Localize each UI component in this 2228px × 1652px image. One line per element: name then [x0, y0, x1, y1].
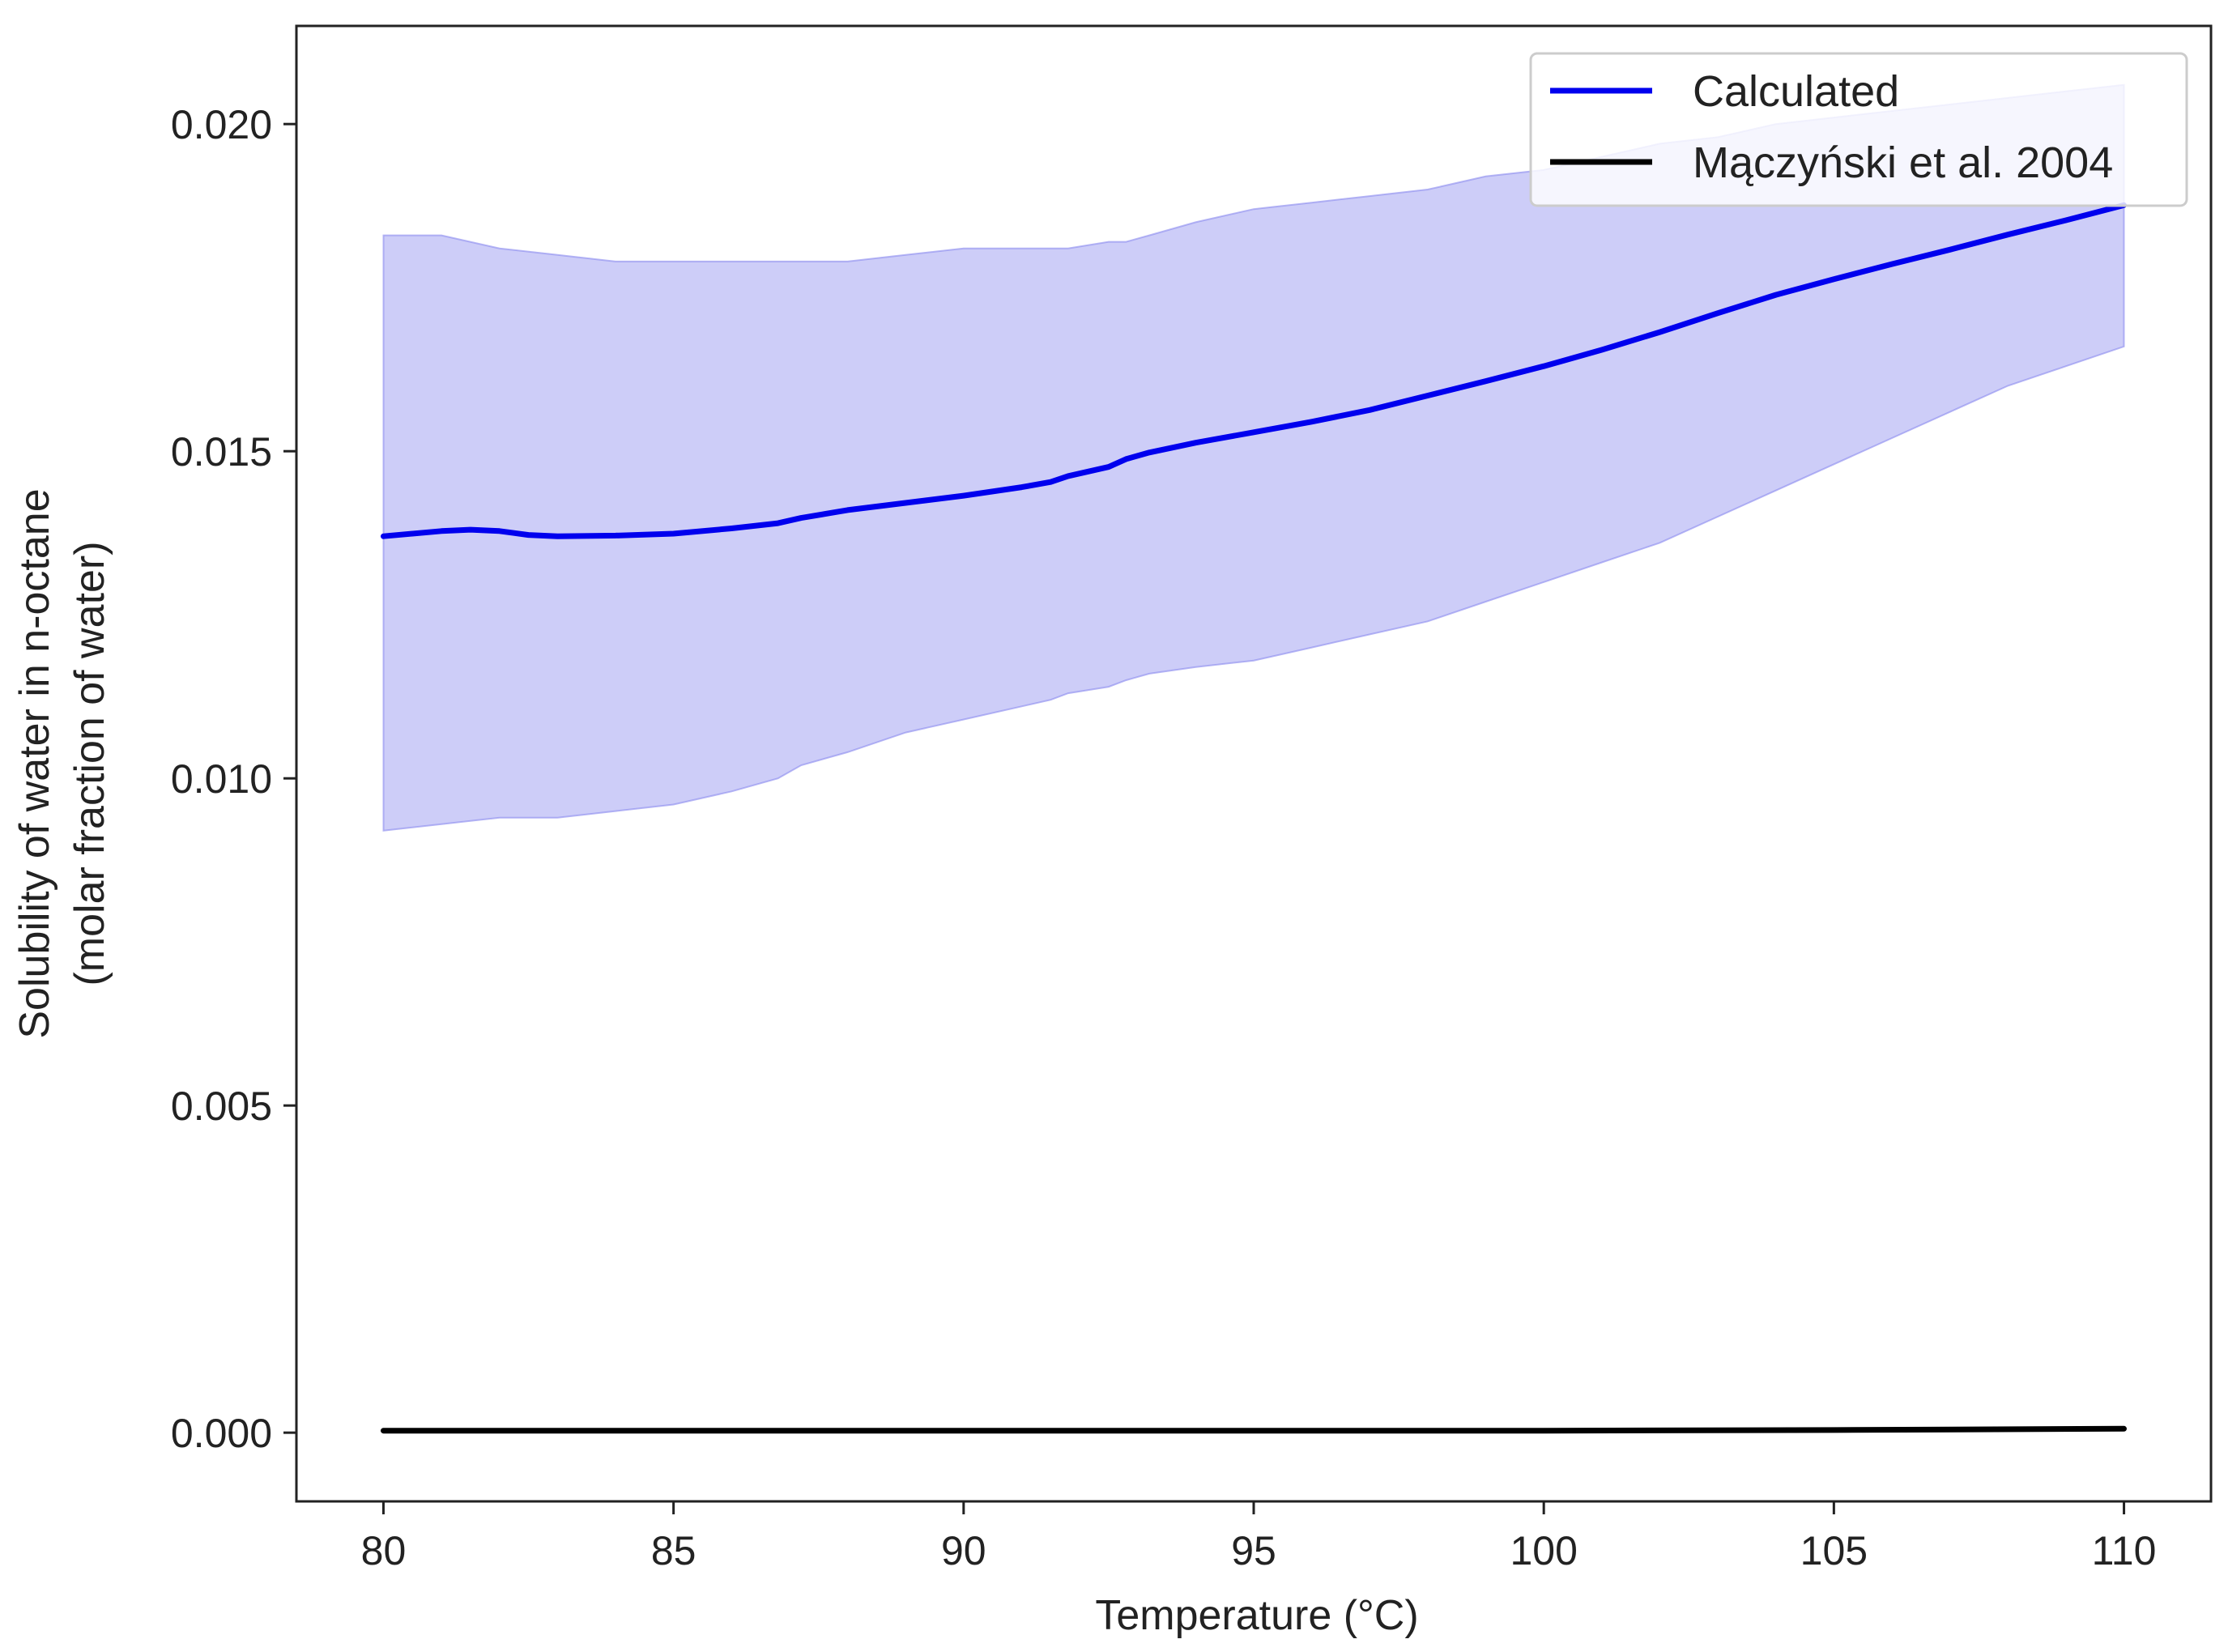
- axes: 80 85 90 95 100 105 110 0.000 0.005 0.010 0.015 0.0…: [11, 24, 2213, 1639]
- legend: Calculated Mączyński et al. 2004: [1529, 52, 2188, 207]
- series-line-maczynski: [381, 1425, 2127, 1434]
- uncertainty-band: [382, 83, 2125, 832]
- legend-box: [1529, 52, 2188, 207]
- x-tick-label: 95: [1231, 1528, 1276, 1573]
- x-tick-label: 110: [2092, 1528, 2157, 1573]
- x-tick-label: 105: [1800, 1528, 1868, 1573]
- x-tick-label: 100: [1510, 1528, 1577, 1573]
- y-tick-label: 0.020: [171, 102, 272, 147]
- series-line-calculated: [381, 202, 2127, 539]
- x-tick-label: 85: [651, 1528, 697, 1573]
- legend-label-calculated: Calculated: [1693, 67, 1899, 116]
- x-axis-label: Temperature (°C): [1095, 1592, 1418, 1639]
- y-axis-label-line-2: (molar fraction of water): [66, 541, 113, 986]
- y-tick-label: 0.010: [171, 756, 272, 802]
- y-tick-label: 0.015: [171, 429, 272, 475]
- legend-label-maczynski: Mączyński et al. 2004: [1693, 138, 2113, 187]
- y-tick-label: 0.005: [171, 1084, 272, 1129]
- y-tick-label: 0.000: [171, 1411, 272, 1456]
- plot-area: [381, 83, 2127, 1434]
- x-tick-label: 90: [941, 1528, 986, 1573]
- x-tick-label: 80: [361, 1528, 407, 1573]
- y-axis-label-line-1: Solubility of water in n-octane: [11, 488, 58, 1038]
